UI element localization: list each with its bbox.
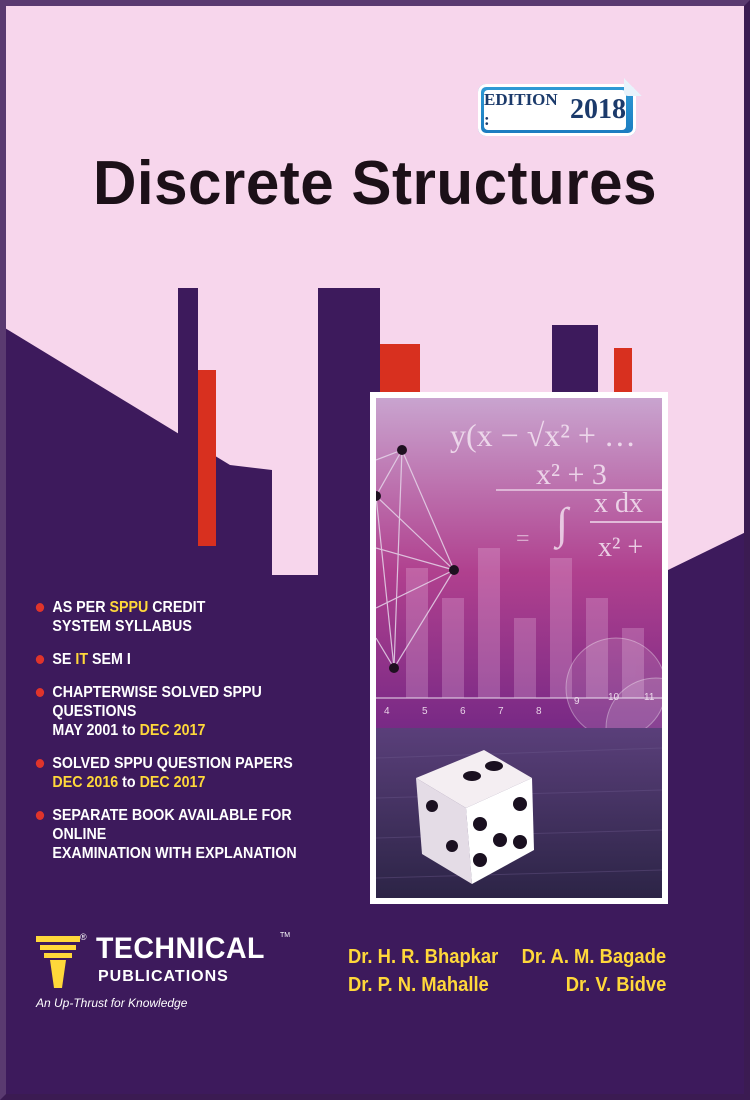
axis-tick: 11 xyxy=(644,692,655,703)
registered-mark: ® xyxy=(80,932,87,942)
red-bar-1 xyxy=(198,370,216,546)
bullet-text-segment: SE xyxy=(52,651,76,668)
formula-line-3: x dx xyxy=(594,488,643,519)
bullet-dot-icon xyxy=(35,603,45,612)
trademark-mark: TM xyxy=(280,932,291,939)
bullet-item: CHAPTERWISE SOLVED SPPU QUESTIONS MAY 200… xyxy=(34,683,338,740)
book-title: Discrete Structures xyxy=(92,149,658,218)
highlight-text: DEC 2017 xyxy=(139,722,206,739)
bullet-text: AS PER SPPU CREDIT SYSTEM SYLLABUS xyxy=(52,599,205,635)
publisher-name: TECHNICAL xyxy=(96,932,265,965)
purple-bar-2 xyxy=(318,288,380,578)
edition-year: 2018 xyxy=(570,94,626,125)
bullet-dot-icon xyxy=(35,759,45,768)
bullet-text-segment: SOLVED SPPU QUESTION PAPERS xyxy=(52,755,293,772)
axis-tick: 6 xyxy=(460,706,466,717)
page-curl-corner xyxy=(624,78,642,96)
axis-tick: 4 xyxy=(384,706,390,717)
bullet-text-segment: AS PER xyxy=(52,599,110,616)
bullet-item: SOLVED SPPU QUESTION PAPERS DEC 2016 to D… xyxy=(34,754,338,792)
formula-line-4: x² + xyxy=(598,532,643,563)
axis-tick-labels: 4 5 6 7 8 9 10 11 xyxy=(384,692,655,717)
bullet-text-segment: MAY 2001 to xyxy=(52,722,140,739)
edition-badge-inner: EDITION : 2018 xyxy=(484,90,626,130)
formula-line-1: y(x − √x² + … xyxy=(450,417,636,453)
axis-tick: 8 xyxy=(536,706,542,717)
bullet-item: SEPARATE BOOK AVAILABLE FOR ONLINE EXAMIN… xyxy=(34,806,338,863)
network-graph xyxy=(376,449,455,669)
bullet-text-segment: CHAPTERWISE SOLVED SPPU QUESTIONS xyxy=(52,684,262,720)
red-bar-2 xyxy=(380,344,420,394)
highlight-text: DEC 2017 xyxy=(139,774,206,791)
bullet-text: SEPARATE BOOK AVAILABLE FOR ONLINE EXAMIN… xyxy=(52,807,296,862)
formula-line-2: x² + 3 xyxy=(536,458,607,491)
dice-icon xyxy=(416,750,534,884)
axis-tick: 9 xyxy=(574,696,580,707)
photo-illustration: y(x − √x² + … x² + 3 ∫ x dx x² + = xyxy=(376,398,662,898)
publisher-t-icon xyxy=(36,936,80,988)
bullet-text: SOLVED SPPU QUESTION PAPERS DEC 2016 to D… xyxy=(52,755,292,791)
svg-text:=: = xyxy=(516,526,530,552)
cover-photo-math-dice: y(x − √x² + … x² + 3 ∫ x dx x² + = xyxy=(370,392,668,904)
axis-tick: 10 xyxy=(608,692,620,703)
bullet-item: AS PER SPPU CREDIT SYSTEM SYLLABUS xyxy=(34,598,338,636)
bullet-text-segment: SEM I xyxy=(88,651,131,668)
bullet-text-segment: SYSTEM SYLLABUS xyxy=(52,618,192,635)
bullet-dot-icon xyxy=(35,688,45,697)
bullet-text: SE IT SEM I xyxy=(52,651,130,668)
highlight-text: DEC 2016 xyxy=(52,774,119,791)
axis-tick: 5 xyxy=(422,706,428,717)
axis-tick: 7 xyxy=(498,706,504,717)
purple-bottom-band xyxy=(0,900,750,1100)
author-4: Dr. V. Bidve xyxy=(565,974,666,996)
highlight-text: SPPU xyxy=(109,599,149,616)
bullet-dot-icon xyxy=(35,655,45,664)
bullet-text-segment: SEPARATE BOOK AVAILABLE FOR ONLINE xyxy=(52,807,292,843)
author-1: Dr. H. R. Bhapkar xyxy=(348,946,499,968)
publisher-logo: ® TECHNICAL TM PUBLICATIONS An Up-Thrust… xyxy=(34,930,294,1020)
edition-badge: EDITION : 2018 xyxy=(478,78,642,136)
bullet-item: SE IT SEM I xyxy=(34,650,338,669)
bullet-text-segment: CREDIT xyxy=(148,599,206,616)
bullet-dot-icon xyxy=(35,811,45,820)
edition-label: EDITION : xyxy=(484,90,558,129)
bullet-text: CHAPTERWISE SOLVED SPPU QUESTIONS MAY 200… xyxy=(52,684,261,739)
author-2: Dr. A. M. Bagade xyxy=(521,946,666,968)
red-bar-3 xyxy=(614,348,632,394)
purple-bar-1 xyxy=(178,288,198,578)
publisher-tagline: An Up-Thrust for Knowledge xyxy=(36,996,188,1010)
svg-text:∫: ∫ xyxy=(553,499,571,550)
bullet-text-segment: EXAMINATION WITH EXPLANATION xyxy=(52,845,297,862)
highlight-text: IT xyxy=(75,651,89,668)
feature-bullet-list: AS PER SPPU CREDIT SYSTEM SYLLABUS SE IT … xyxy=(34,598,364,877)
publisher-subtitle: PUBLICATIONS xyxy=(98,968,229,985)
author-3: Dr. P. N. Mahalle xyxy=(348,974,489,996)
bullet-text-segment: to xyxy=(118,774,140,791)
purple-bar-3 xyxy=(552,325,598,395)
